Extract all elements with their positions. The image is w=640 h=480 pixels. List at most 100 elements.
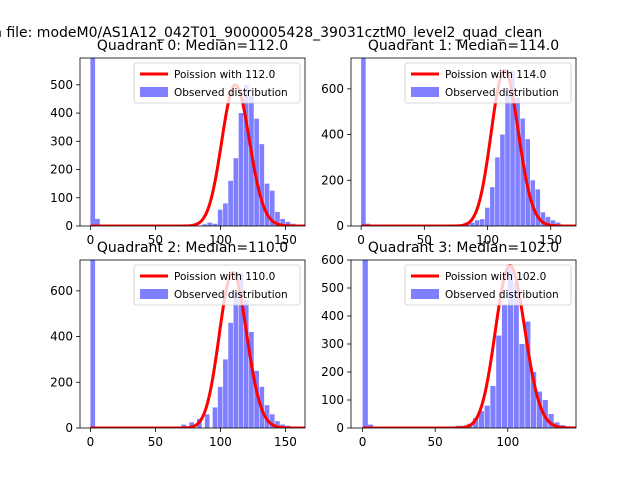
y-tick-label: 600 — [321, 82, 344, 96]
histogram-bar — [501, 304, 508, 428]
subplot-title: Quadrant 3: Median=102.0 — [368, 240, 559, 256]
histogram-bar — [505, 88, 510, 226]
histogram-bar — [495, 157, 500, 226]
y-tick-label: 400 — [321, 128, 344, 142]
legend-label: Poission with 114.0 — [445, 69, 546, 81]
histogram-bar — [513, 282, 519, 428]
legend-patch-swatch — [140, 87, 168, 97]
histogram-bar — [275, 421, 280, 428]
y-tick-label: 600 — [50, 284, 73, 298]
y-tick-label: 200 — [50, 375, 73, 389]
histogram-bar — [212, 407, 218, 428]
histogram-bar — [550, 220, 556, 226]
figure-suptitle: n file: modeM0/AS1A12_042T01_9000005428_… — [0, 25, 542, 41]
legend-box — [133, 264, 301, 306]
legend-box — [404, 62, 572, 104]
axes-frame — [79, 259, 306, 429]
x-tick-label: 150 — [539, 233, 562, 247]
histogram-bar — [484, 207, 490, 226]
x-tick-label: 50 — [417, 233, 432, 247]
histogram-bar — [259, 144, 265, 226]
histogram-bar — [540, 212, 546, 226]
x-tick-label: 0 — [357, 233, 365, 247]
histogram-bar — [264, 405, 270, 428]
histogram-bar — [490, 386, 496, 428]
x-tick-label: 100 — [209, 233, 232, 247]
x-tick-label: 100 — [476, 233, 499, 247]
poisson-curve — [360, 69, 576, 226]
y-tick-label: 400 — [321, 309, 344, 323]
legend-box — [133, 62, 301, 104]
histogram-bar — [181, 424, 187, 428]
legend-label: Observed distribution — [445, 87, 559, 99]
histogram-bar — [280, 218, 285, 226]
histogram-bar — [228, 322, 233, 428]
histogram-bar — [90, 260, 96, 428]
plot-area — [362, 260, 576, 428]
histogram-bar — [519, 344, 525, 428]
histogram-bar — [479, 219, 485, 226]
x-tick-label: 150 — [274, 233, 297, 247]
histogram-bar — [269, 414, 275, 428]
histogram-bar — [228, 180, 233, 226]
histogram-bar — [510, 70, 515, 226]
poisson-curve — [362, 264, 576, 428]
axes-frame — [350, 57, 577, 227]
legend-label: Observed distribution — [174, 87, 288, 99]
poisson-curve — [90, 271, 305, 428]
x-tick-label: 150 — [274, 435, 297, 449]
histogram-bar — [207, 222, 213, 226]
histogram-bar — [95, 218, 100, 226]
plot-area — [90, 260, 305, 428]
y-tick-label: 100 — [321, 393, 344, 407]
subplot-title: Quadrant 0: Median=112.0 — [97, 38, 288, 54]
histogram-bar — [535, 189, 541, 226]
x-tick-label: 0 — [87, 435, 95, 449]
histogram-bar — [243, 300, 249, 428]
y-tick-label: 200 — [50, 163, 73, 177]
plot-area — [360, 58, 576, 226]
y-tick-label: 100 — [50, 191, 73, 205]
histogram-bar — [249, 332, 254, 428]
histogram-bar — [545, 216, 551, 226]
histogram-bar — [90, 58, 96, 226]
y-tick-label: 600 — [321, 253, 344, 267]
histogram-bar — [525, 321, 531, 428]
histogram-bar — [478, 411, 484, 428]
poisson-curve — [90, 83, 305, 226]
x-tick-label: 0 — [359, 435, 367, 449]
legend: Poission with 112.0 Observed distribution — [133, 62, 301, 104]
histogram-bar — [238, 113, 244, 226]
y-tick-label: 400 — [50, 330, 73, 344]
histogram-bar — [469, 222, 475, 226]
plot-area — [90, 58, 305, 226]
y-tick-label: 300 — [321, 337, 344, 351]
histogram-bar — [496, 335, 502, 428]
subplot-2: 0 50 100 150 0 200 400 600 Quadrant 2: Median=11… — [50, 240, 306, 449]
x-tick-label: 100 — [496, 435, 519, 449]
axes-frame — [79, 57, 306, 227]
y-tick-label: 300 — [50, 134, 73, 148]
y-tick-label: 0 — [336, 421, 344, 435]
histogram-bar — [472, 418, 479, 428]
histogram-bar — [212, 223, 218, 226]
histogram-bar — [217, 386, 223, 428]
legend-box — [404, 264, 572, 306]
histogram-bar — [254, 370, 259, 428]
histogram-bar — [275, 211, 280, 226]
legend-patch-swatch — [140, 289, 168, 299]
y-tick-label: 400 — [50, 106, 73, 120]
histogram-bar — [515, 98, 520, 226]
histogram-bar — [285, 221, 291, 226]
legend: Poission with 110.0 Observed distribution — [133, 264, 301, 306]
histogram-bar — [474, 220, 480, 226]
legend-label: Observed distribution — [174, 289, 288, 301]
x-tick-label: 50 — [148, 435, 163, 449]
legend: Poission with 114.0 Observed distribution — [404, 62, 572, 104]
legend-label: Poission with 112.0 — [174, 69, 275, 81]
histogram-bar — [223, 359, 228, 428]
histogram-bar — [490, 187, 495, 226]
legend: Poission with 102.0 Observed distribution — [404, 264, 572, 306]
